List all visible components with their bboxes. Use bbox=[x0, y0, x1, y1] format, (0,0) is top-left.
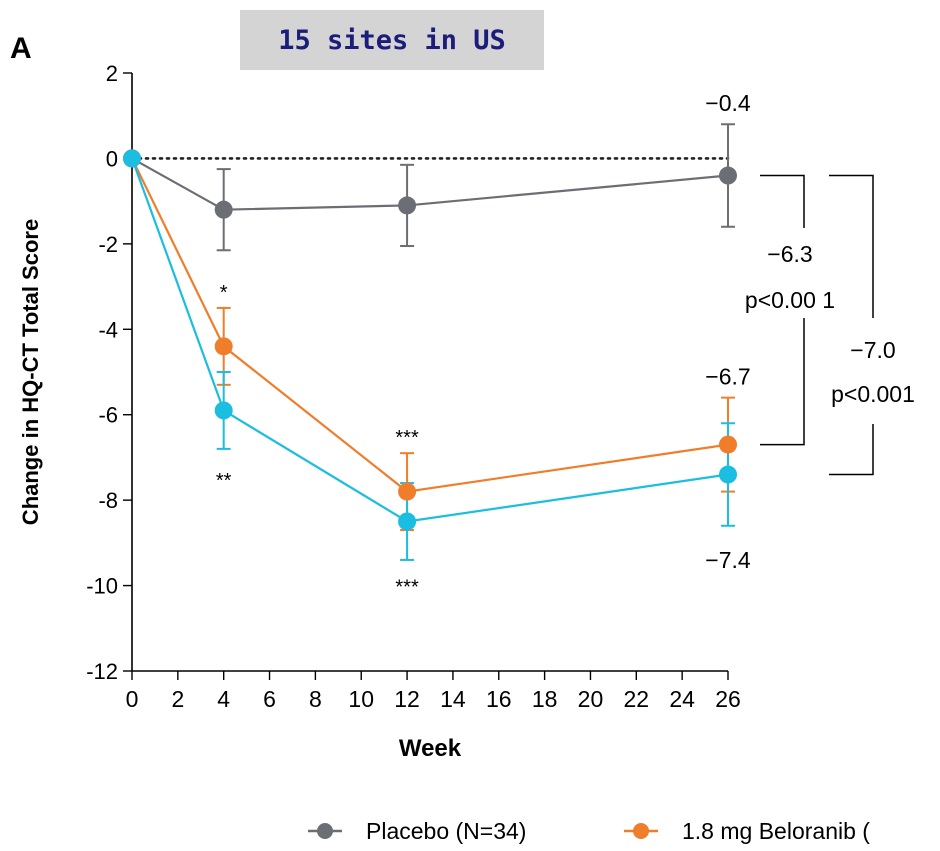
series-line bbox=[131, 157, 729, 211]
series-line bbox=[130, 158, 729, 523]
x-tick-label: 6 bbox=[263, 686, 276, 712]
comparison-p-value: p<0.00 1 bbox=[745, 287, 835, 313]
x-tick-label: 18 bbox=[532, 686, 558, 712]
comparison-diff: −6.3 bbox=[767, 241, 812, 267]
comparison-diff: −7.0 bbox=[850, 337, 895, 363]
x-tick-label: 10 bbox=[348, 686, 374, 712]
data-point bbox=[214, 200, 233, 219]
data-point bbox=[719, 166, 737, 185]
legend-swatch-marker bbox=[633, 823, 649, 839]
data-point bbox=[214, 401, 233, 420]
annotation: ** bbox=[216, 470, 232, 492]
annotation: −6.7 bbox=[705, 363, 750, 389]
y-tick-label: -12 bbox=[86, 659, 118, 684]
annotation: * bbox=[220, 282, 228, 304]
y-axis-label: Change in HQ-CT Total Score bbox=[18, 219, 43, 525]
annotation: *** bbox=[395, 577, 419, 599]
comparison-p-value: p<0.001 bbox=[831, 381, 915, 407]
annotation: −0.4 bbox=[705, 90, 751, 116]
x-tick-label: 12 bbox=[394, 686, 420, 712]
data-point bbox=[214, 337, 233, 356]
x-tick-label: 8 bbox=[309, 686, 322, 712]
site-count-banner: 15 sites in US bbox=[240, 10, 544, 70]
data-point bbox=[398, 512, 417, 531]
comparison-bracket bbox=[760, 174, 805, 446]
y-tick-label: 2 bbox=[106, 61, 118, 86]
data-point bbox=[123, 149, 141, 168]
annotation: −7.4 bbox=[705, 547, 751, 573]
panel-label: A bbox=[10, 32, 32, 65]
y-tick-label: -6 bbox=[98, 403, 118, 428]
data-point bbox=[398, 196, 417, 215]
x-tick-label: 22 bbox=[624, 686, 650, 712]
x-tick-label: 16 bbox=[486, 686, 512, 712]
annotation: *** bbox=[395, 427, 419, 449]
x-tick-label: 0 bbox=[126, 686, 139, 712]
y-tick-label: 0 bbox=[106, 146, 118, 171]
y-tick-label: -8 bbox=[98, 488, 118, 513]
legend-entry: 1.8 mg Beloranib ( bbox=[682, 818, 870, 844]
data-point bbox=[719, 465, 737, 484]
data-point bbox=[719, 435, 737, 454]
x-tick-label: 14 bbox=[440, 686, 466, 712]
x-tick-label: 2 bbox=[171, 686, 184, 712]
x-tick-label: 24 bbox=[669, 686, 695, 712]
data-point bbox=[398, 482, 417, 501]
x-tick-label: 4 bbox=[217, 686, 230, 712]
x-tick-label: 26 bbox=[715, 686, 741, 712]
y-tick-label: -10 bbox=[86, 574, 118, 599]
legend-swatch-marker bbox=[317, 823, 333, 839]
y-tick-label: -2 bbox=[98, 232, 118, 257]
y-tick-label: -4 bbox=[98, 317, 118, 342]
comparison-bracket bbox=[829, 174, 874, 476]
x-tick-label: 20 bbox=[578, 686, 604, 712]
x-axis-label: Week bbox=[399, 735, 462, 762]
series-line bbox=[131, 157, 729, 493]
legend-entry: Placebo (N=34) bbox=[366, 818, 526, 844]
